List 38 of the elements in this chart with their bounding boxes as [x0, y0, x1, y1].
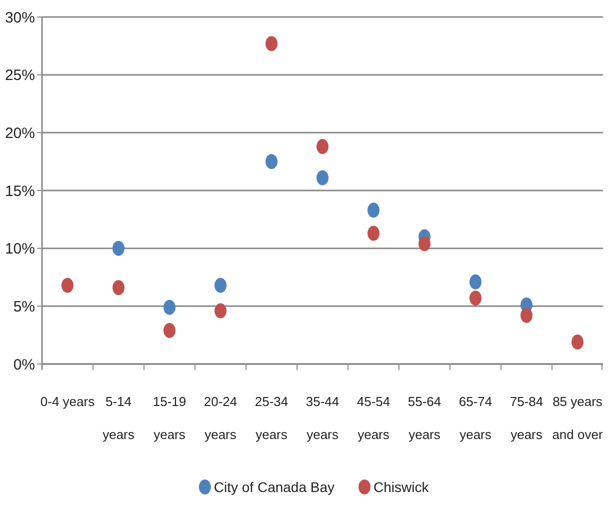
point	[112, 240, 124, 256]
point	[316, 139, 328, 154]
category-label: 20-24 years	[204, 394, 238, 442]
point	[368, 202, 380, 218]
category-label: 5-14 years	[102, 394, 134, 442]
category-label: 45-54 years	[356, 394, 390, 442]
category-label: 85 years and over	[552, 394, 603, 442]
point	[520, 308, 532, 323]
y-tick-label: 30%	[4, 9, 35, 26]
point	[316, 170, 328, 186]
x-tick-label: 0-4 years	[40, 394, 96, 409]
y-tick-label: 25%	[4, 67, 35, 84]
point	[62, 278, 74, 293]
point	[266, 36, 278, 52]
point	[214, 303, 226, 318]
point	[470, 290, 482, 306]
y-tick-label: 5%	[13, 298, 35, 316]
point	[470, 274, 482, 290]
y-tick-label: 15%	[4, 182, 35, 200]
point	[368, 226, 380, 241]
category-label: 35-44 years	[306, 394, 340, 442]
point	[418, 236, 430, 252]
legend-label: Chiswick	[374, 479, 430, 495]
category-label: 25-34 years	[254, 394, 288, 442]
category-label: 75-84 years	[510, 394, 544, 442]
point	[572, 334, 584, 350]
point	[214, 278, 226, 293]
y-tick-label: 20%	[4, 124, 35, 142]
point	[266, 154, 278, 170]
category-label: 65-74 years	[458, 394, 492, 442]
category-label: 15-19 years	[152, 394, 186, 442]
point	[164, 300, 176, 315]
y-tick-label: 10%	[4, 240, 35, 258]
category-label: 55-64 years	[408, 394, 442, 442]
point	[164, 322, 176, 338]
point	[112, 280, 124, 296]
legend-label: City of Canada Bay	[214, 479, 335, 495]
y-tick-label: 0%	[13, 356, 35, 374]
